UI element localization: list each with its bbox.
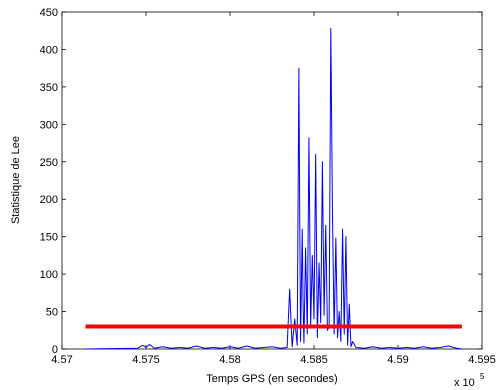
x-tick-label: 4.58 <box>219 354 240 366</box>
y-tick-label: 250 <box>40 157 58 169</box>
x-exponent-power: 5 <box>480 372 485 381</box>
y-tick-label: 350 <box>40 82 58 94</box>
x-tick-label: 4.595 <box>468 354 496 366</box>
lee-statistic-series <box>85 27 462 350</box>
x-tick-label: 4.57 <box>51 354 72 366</box>
y-tick-label: 50 <box>46 307 58 319</box>
y-tick-label: 400 <box>40 44 58 56</box>
x-axis-ticks: 4.57 4.575 4.58 4.585 4.59 4.595 <box>51 12 496 366</box>
y-tick-label: 450 <box>40 7 58 19</box>
plot-area <box>61 11 483 350</box>
y-tick-label: 300 <box>40 119 58 131</box>
x-exponent-label: x 10 <box>454 377 475 389</box>
y-tick-label: 100 <box>40 269 58 281</box>
y-tick-label: 200 <box>40 194 58 206</box>
x-axis-label: Temps GPS (en secondes) <box>206 373 337 385</box>
y-axis-ticks: 0 50 100 150 200 250 300 350 400 450 <box>40 7 482 356</box>
y-axis-label: Statistique de Lee <box>10 136 22 224</box>
x-tick-label: 4.575 <box>132 354 160 366</box>
x-tick-label: 4.585 <box>300 354 328 366</box>
y-tick-label: 150 <box>40 232 58 244</box>
x-tick-label: 4.59 <box>387 354 408 366</box>
y-tick-label: 0 <box>52 344 58 356</box>
series-layer <box>85 27 462 350</box>
